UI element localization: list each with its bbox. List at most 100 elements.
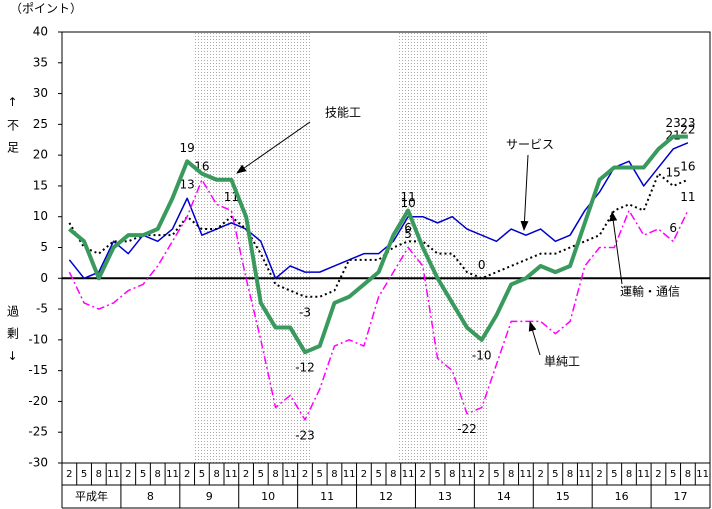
series-name: 運輸・通信 <box>620 284 680 299</box>
x-tick-label: 2 <box>302 469 308 480</box>
x-tick-label: 8 <box>567 469 573 480</box>
x-tick-label: 5 <box>493 469 499 480</box>
x-tick-label: 2 <box>66 469 72 480</box>
annotation-arrow <box>236 121 311 174</box>
y-tick-label: -15 <box>28 363 48 377</box>
y-tick-label: -5 <box>36 302 48 316</box>
year-label: 16 <box>615 490 629 503</box>
y-tick-label: -30 <box>28 456 48 470</box>
x-tick-label: 11 <box>402 469 415 480</box>
annotation-arrow <box>609 211 623 285</box>
year-label: 14 <box>497 490 511 503</box>
y-unit: （ポイント） <box>10 2 82 16</box>
data-label: -12 <box>295 361 315 375</box>
x-tick-label: 8 <box>272 469 278 480</box>
x-tick-label: 5 <box>375 469 381 480</box>
data-label: 6 <box>404 221 412 235</box>
x-tick-label: 5 <box>611 469 617 480</box>
data-label: -3 <box>299 305 311 319</box>
y-tick-label: 0 <box>40 271 48 285</box>
year-label: 12 <box>379 490 393 503</box>
series-line <box>68 142 689 280</box>
x-tick-label: 5 <box>317 469 323 480</box>
series-name: 単純工 <box>544 355 580 369</box>
surplus-label: 過剰↓ <box>6 305 20 373</box>
data-label: 22 <box>680 122 695 136</box>
x-tick-label: 8 <box>685 469 691 480</box>
x-tick-label: 5 <box>552 469 558 480</box>
x-tick-label: 11 <box>107 469 120 480</box>
data-label: 13 <box>180 178 195 192</box>
data-label: 6 <box>669 221 677 235</box>
year-label: 11 <box>320 490 334 503</box>
x-tick-label: 2 <box>479 469 485 480</box>
y-tick-label: 30 <box>33 86 48 100</box>
data-label: 5 <box>404 227 412 241</box>
x-tick-label: 5 <box>199 469 205 480</box>
series-name: サービス <box>506 138 554 152</box>
y-tick-label: -10 <box>28 332 48 346</box>
x-tick-label: 8 <box>331 469 337 480</box>
shortage-label: ↑不足 <box>6 95 20 163</box>
x-tick-label: 8 <box>626 469 632 480</box>
x-tick-label: 8 <box>390 469 396 480</box>
y-tick-label: -25 <box>28 425 48 439</box>
data-label: -23 <box>295 428 315 442</box>
x-tick-label: 2 <box>361 469 367 480</box>
x-tick-label: 2 <box>537 469 543 480</box>
data-label: -22 <box>457 422 477 436</box>
x-tick-label: 8 <box>449 469 455 480</box>
data-label: 19 <box>180 141 195 155</box>
shaded-period <box>399 32 487 463</box>
data-label: 10 <box>400 196 415 210</box>
y-tick-label: 40 <box>33 25 48 39</box>
x-tick-label: 11 <box>578 469 591 480</box>
x-tick-label: 11 <box>343 469 356 480</box>
x-tick-label: 11 <box>461 469 474 480</box>
x-tick-label: 11 <box>166 469 179 480</box>
y-tick-label: 5 <box>40 240 48 254</box>
annotation-arrow <box>520 154 529 231</box>
x-tick-label: 11 <box>696 469 709 480</box>
series-name: 技能工 <box>325 106 361 120</box>
x-tick-label: 11 <box>637 469 650 480</box>
data-label: 16 <box>680 159 695 173</box>
data-label: -10 <box>472 348 492 362</box>
y-tick-label: 25 <box>33 117 48 131</box>
year-label: 10 <box>261 490 275 503</box>
series-line <box>68 179 689 421</box>
y-tick-label: 10 <box>33 209 48 223</box>
year-label: 17 <box>674 490 688 503</box>
data-label: 15 <box>666 165 681 179</box>
data-label: 23 <box>666 116 681 130</box>
data-label: 23 <box>680 116 695 130</box>
x-tick-label: 5 <box>140 469 146 480</box>
year-label: 9 <box>206 490 213 503</box>
data-label: 0 <box>478 258 486 272</box>
x-tick-label: 2 <box>125 469 131 480</box>
y-tick-label: 15 <box>33 178 48 192</box>
x-tick-label: 2 <box>655 469 661 480</box>
data-label: 11 <box>400 190 415 204</box>
series-line <box>68 134 688 355</box>
x-tick-label: 11 <box>225 469 238 480</box>
x-tick-label: 5 <box>670 469 676 480</box>
x-tick-label: 2 <box>184 469 190 480</box>
year-label: 平成年 <box>75 489 108 503</box>
x-tick-label: 5 <box>434 469 440 480</box>
x-tick-label: 5 <box>81 469 87 480</box>
x-tick-label: 8 <box>213 469 219 480</box>
x-tick-label: 8 <box>508 469 514 480</box>
x-tick-label: 11 <box>284 469 297 480</box>
year-label: 15 <box>556 490 570 503</box>
year-label: 8 <box>147 490 154 503</box>
y-tick-label: 35 <box>33 55 48 69</box>
x-tick-label: 5 <box>258 469 264 480</box>
y-tick-label: 20 <box>33 148 48 162</box>
x-tick-label: 2 <box>596 469 602 480</box>
y-tick-label: -20 <box>28 394 48 408</box>
annotation-arrow <box>528 321 541 356</box>
x-tick-label: 8 <box>155 469 161 480</box>
x-tick-label: 11 <box>520 469 533 480</box>
